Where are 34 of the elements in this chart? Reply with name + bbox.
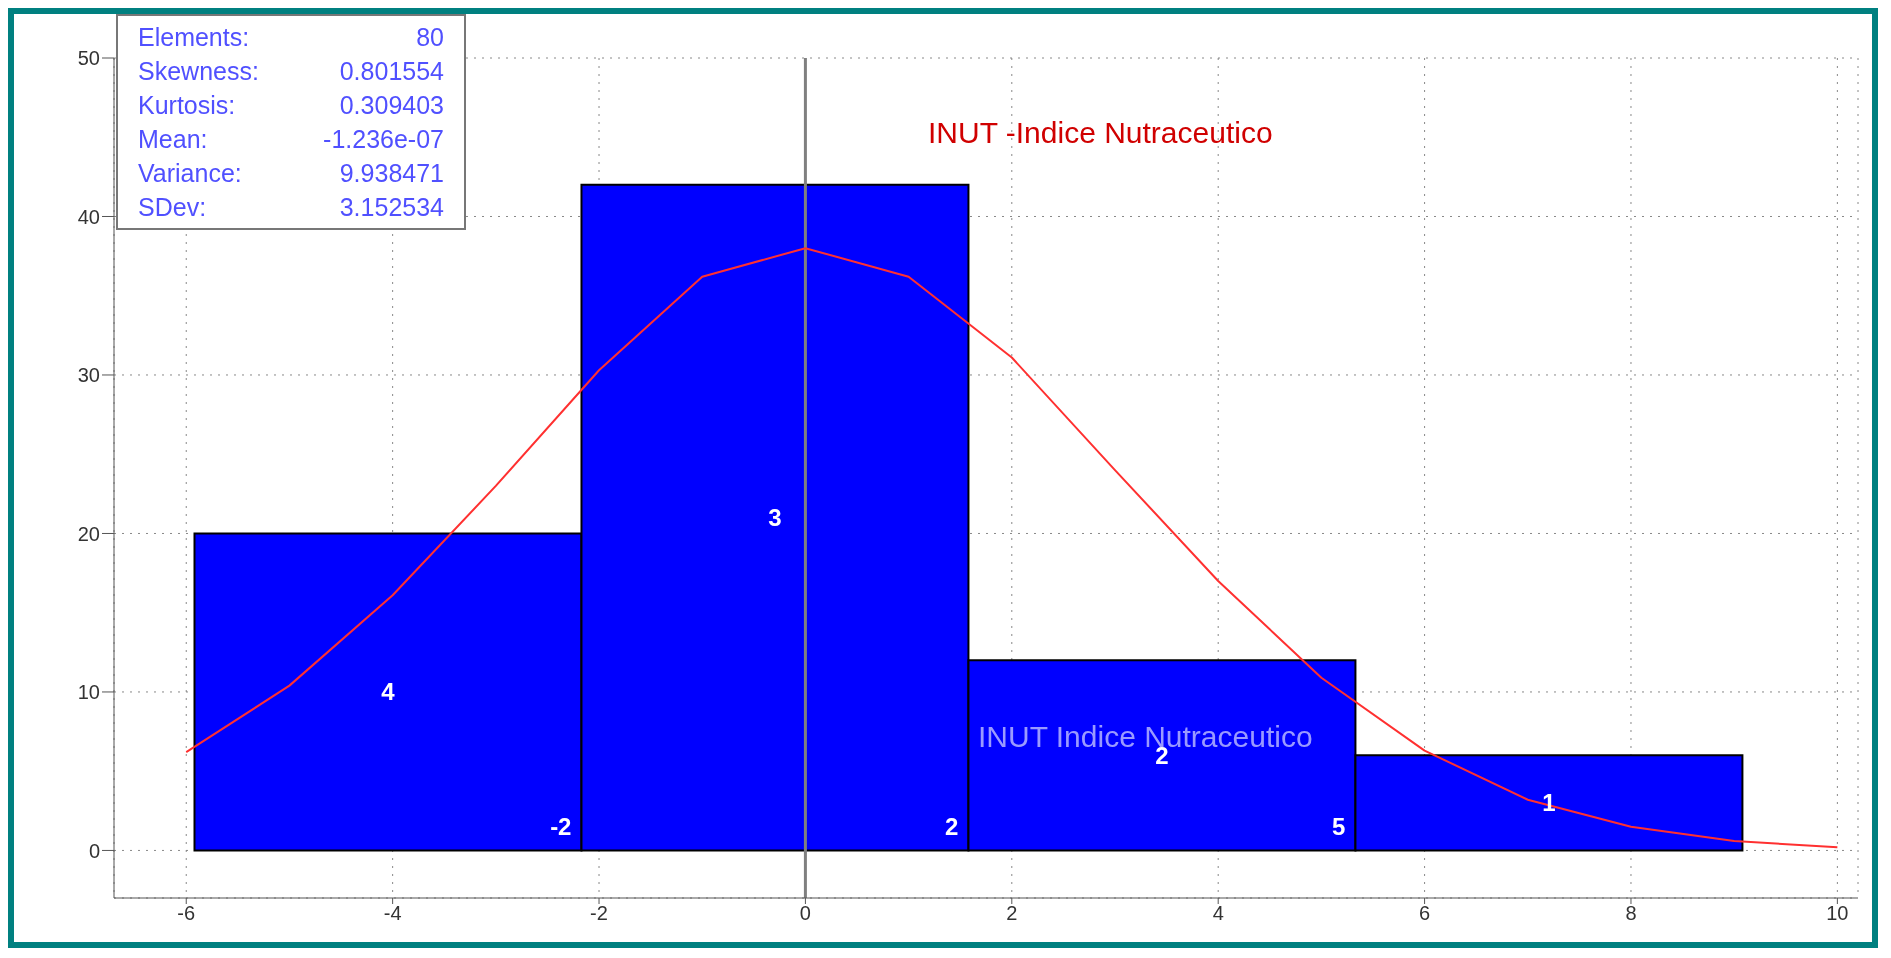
annotation: 0.309403 — [339, 90, 444, 121]
annotation: 9.938471 — [339, 158, 444, 189]
y-tick-label: 30 — [77, 364, 100, 387]
x-tick-label: 6 — [1419, 902, 1431, 925]
annotation: Mean: — [138, 124, 208, 155]
x-tick-label: 4 — [1212, 902, 1224, 925]
x-tick-label: -2 — [590, 902, 608, 925]
y-tick-label: 0 — [88, 839, 100, 862]
line-series — [185, 247, 1839, 849]
text: 80 — [416, 22, 444, 53]
annotation: 3 — [768, 504, 782, 532]
annotation: SDev: — [138, 192, 207, 223]
annotation: 4 — [381, 678, 396, 706]
annotation: Skewness: — [138, 56, 259, 87]
text: Elements: — [138, 22, 250, 53]
x-tick-label: 10 — [1826, 902, 1849, 925]
annotation: 3.152534 — [339, 192, 444, 223]
x-tick-label: 0 — [799, 902, 811, 925]
y-tick-label: 40 — [77, 205, 100, 228]
annotation: -1.236e-07 — [323, 124, 444, 155]
text: INUT -Indice Nutraceutico — [928, 116, 1273, 150]
annotation: 0.801554 — [339, 56, 444, 87]
y-tick-label: 50 — [77, 47, 100, 70]
y-tick-label: 10 — [77, 681, 100, 704]
x-tick-label: 8 — [1625, 902, 1637, 925]
x-tick-label: -6 — [177, 902, 196, 925]
y-tick-label: 20 — [77, 522, 100, 545]
annotation: Variance: — [138, 158, 242, 189]
annotation: -2 — [550, 812, 572, 840]
annotation: Kurtosis: — [138, 90, 236, 121]
annotation: 5 — [1332, 812, 1346, 840]
x-tick-label: -4 — [383, 902, 402, 925]
x-tick-label: 2 — [1006, 902, 1018, 925]
annotation: 2 — [945, 812, 959, 840]
